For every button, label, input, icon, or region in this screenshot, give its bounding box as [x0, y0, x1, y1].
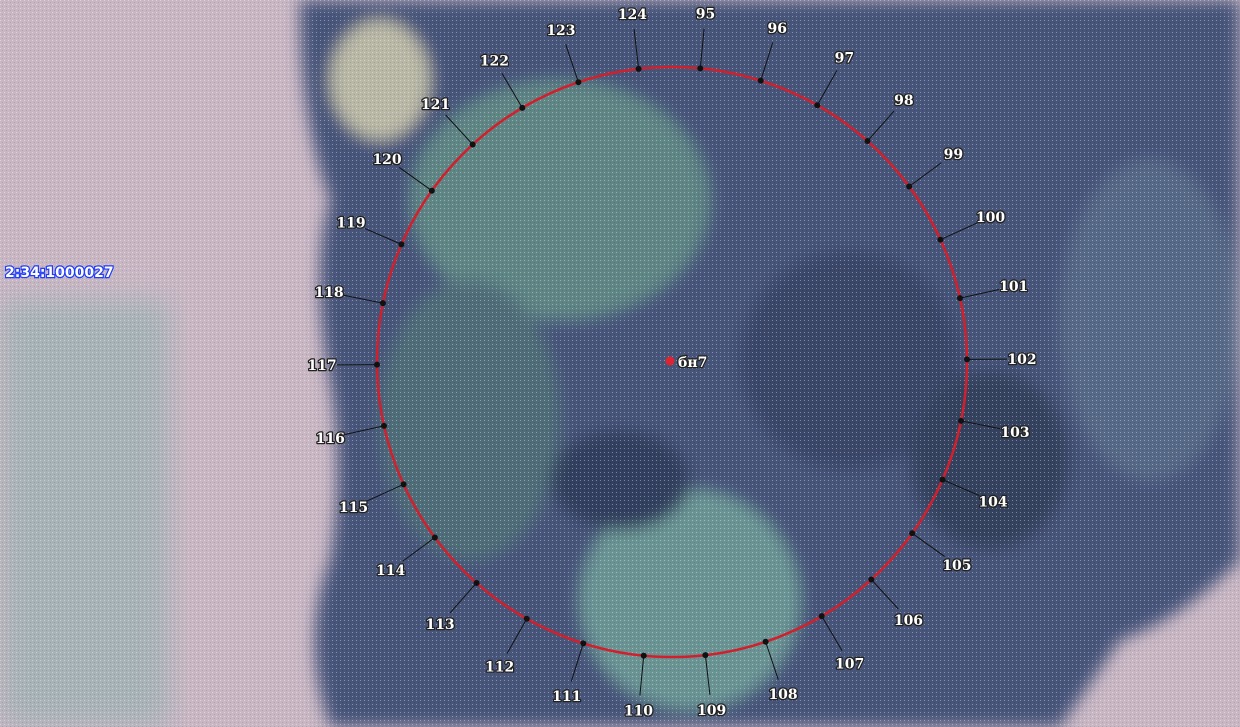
boundary-vertex[interactable]	[640, 652, 647, 659]
vertex-leader-line	[343, 294, 384, 304]
boundary-vertex[interactable]	[380, 422, 387, 429]
vertex-leader-line	[445, 114, 474, 145]
boundary-point-label: 121	[421, 97, 450, 113]
boundary-point-label: 95	[696, 7, 715, 23]
boundary-point-label: 106	[894, 613, 923, 629]
boundary-vertex[interactable]	[398, 241, 405, 248]
boundary-vertex[interactable]	[906, 183, 913, 190]
vertex-leader-line	[699, 28, 705, 69]
vertex-leader-line	[449, 582, 477, 614]
boundary-vertex[interactable]	[519, 104, 526, 111]
boundary-vertex[interactable]	[868, 576, 875, 583]
boundary-vertex[interactable]	[523, 615, 530, 622]
boundary-point-label: 123	[546, 23, 575, 39]
boundary-point-label: 103	[1000, 425, 1029, 441]
vertex-leader-line	[344, 425, 385, 435]
vertex-leader-line	[565, 44, 579, 83]
vertex-leader-line	[633, 29, 640, 69]
boundary-vertex[interactable]	[963, 356, 970, 363]
vertex-leader-line	[908, 162, 942, 187]
vertex-leader-line	[911, 532, 946, 557]
vertex-leader-line	[704, 655, 711, 695]
boundary-vertex[interactable]	[697, 65, 704, 72]
vertex-leader-line	[366, 483, 404, 502]
vertex-leader-line	[402, 537, 436, 562]
boundary-vertex[interactable]	[818, 613, 825, 620]
boundary-vertex[interactable]	[814, 102, 821, 109]
boundary-vertex[interactable]	[580, 640, 587, 647]
boundary-vertex[interactable]	[374, 361, 381, 368]
boundary-point-label: 122	[480, 53, 509, 69]
vertex-leader-line	[506, 618, 528, 654]
vertex-leader-line	[959, 289, 1000, 299]
vertex-leader-line	[501, 73, 523, 109]
vertex-leader-line	[570, 643, 584, 682]
vertex-leader-line	[765, 641, 779, 680]
vertex-leader-line	[639, 655, 645, 696]
boundary-vertex[interactable]	[757, 77, 764, 84]
boundary-vertex[interactable]	[428, 187, 435, 194]
boundary-vertex[interactable]	[635, 65, 642, 72]
boundary-vertex[interactable]	[957, 295, 964, 302]
boundary-point-label: 102	[1007, 352, 1036, 368]
vertex-leader-line	[960, 420, 1001, 430]
boundary-point-label: 101	[999, 279, 1028, 295]
boundary-point-label: 116	[316, 431, 345, 447]
boundary-vertex[interactable]	[379, 300, 386, 307]
boundary-point-label: 111	[552, 689, 581, 705]
boundary-point-label: 99	[944, 147, 963, 163]
boundary-point-label: 109	[697, 703, 726, 719]
boundary-vertex[interactable]	[909, 530, 916, 537]
boundary-point-label: 118	[314, 285, 343, 301]
boundary-vertex[interactable]	[937, 236, 944, 243]
parcel-cadastral-label: 2:34:1000027	[5, 265, 114, 281]
boundary-point-label: 112	[485, 660, 514, 676]
boundary-point-label: 110	[624, 703, 653, 719]
center-point-marker[interactable]	[665, 356, 675, 366]
vertex-leader-line	[870, 579, 899, 610]
vertex-leader-line	[867, 110, 895, 142]
boundary-vertex[interactable]	[939, 476, 946, 483]
vertex-leader-line	[364, 227, 402, 245]
center-point-label: бн7	[678, 355, 707, 371]
boundary-point-label: 113	[425, 617, 454, 633]
boundary-vertex[interactable]	[473, 579, 480, 586]
boundary-point-label: 119	[336, 215, 365, 231]
boundary-layer: 95 96 97 98 99 100 101 102 103 104 105 106 107 108 109…	[306, 5, 1038, 720]
boundary-vertex[interactable]	[762, 638, 769, 645]
vertex-leader-line	[821, 615, 843, 651]
boundary-vertex[interactable]	[400, 481, 407, 488]
boundary-vertex[interactable]	[958, 417, 965, 424]
boundary-vertex[interactable]	[702, 652, 709, 659]
vertex-leader-line	[940, 222, 978, 241]
boundary-point-label: 107	[835, 657, 864, 673]
boundary-vertex[interactable]	[864, 138, 871, 145]
boundary-point-label: 98	[894, 93, 913, 109]
boundary-point-label: 114	[376, 563, 405, 579]
boundary-point-label: 115	[339, 500, 368, 516]
boundary-point-label: 120	[372, 152, 401, 168]
vertex-leader-line	[398, 167, 433, 192]
boundary-point-label: 108	[768, 687, 797, 703]
boundary-vertex[interactable]	[469, 141, 476, 148]
vertex-leader-line	[942, 479, 980, 497]
boundary-point-label: 97	[835, 50, 854, 66]
boundary-point-label: 117	[307, 358, 336, 374]
vertex-leader-line	[816, 70, 838, 106]
vertex-leader-line	[760, 42, 774, 81]
boundary-vertex[interactable]	[575, 79, 582, 86]
boundary-point-label: 104	[978, 495, 1007, 511]
boundary-point-label: 96	[768, 21, 787, 37]
boundary-point-label: 124	[618, 7, 647, 23]
boundary-vertex[interactable]	[431, 534, 438, 541]
boundary-point-label: 105	[942, 558, 971, 574]
boundary-point-label: 100	[976, 210, 1005, 226]
